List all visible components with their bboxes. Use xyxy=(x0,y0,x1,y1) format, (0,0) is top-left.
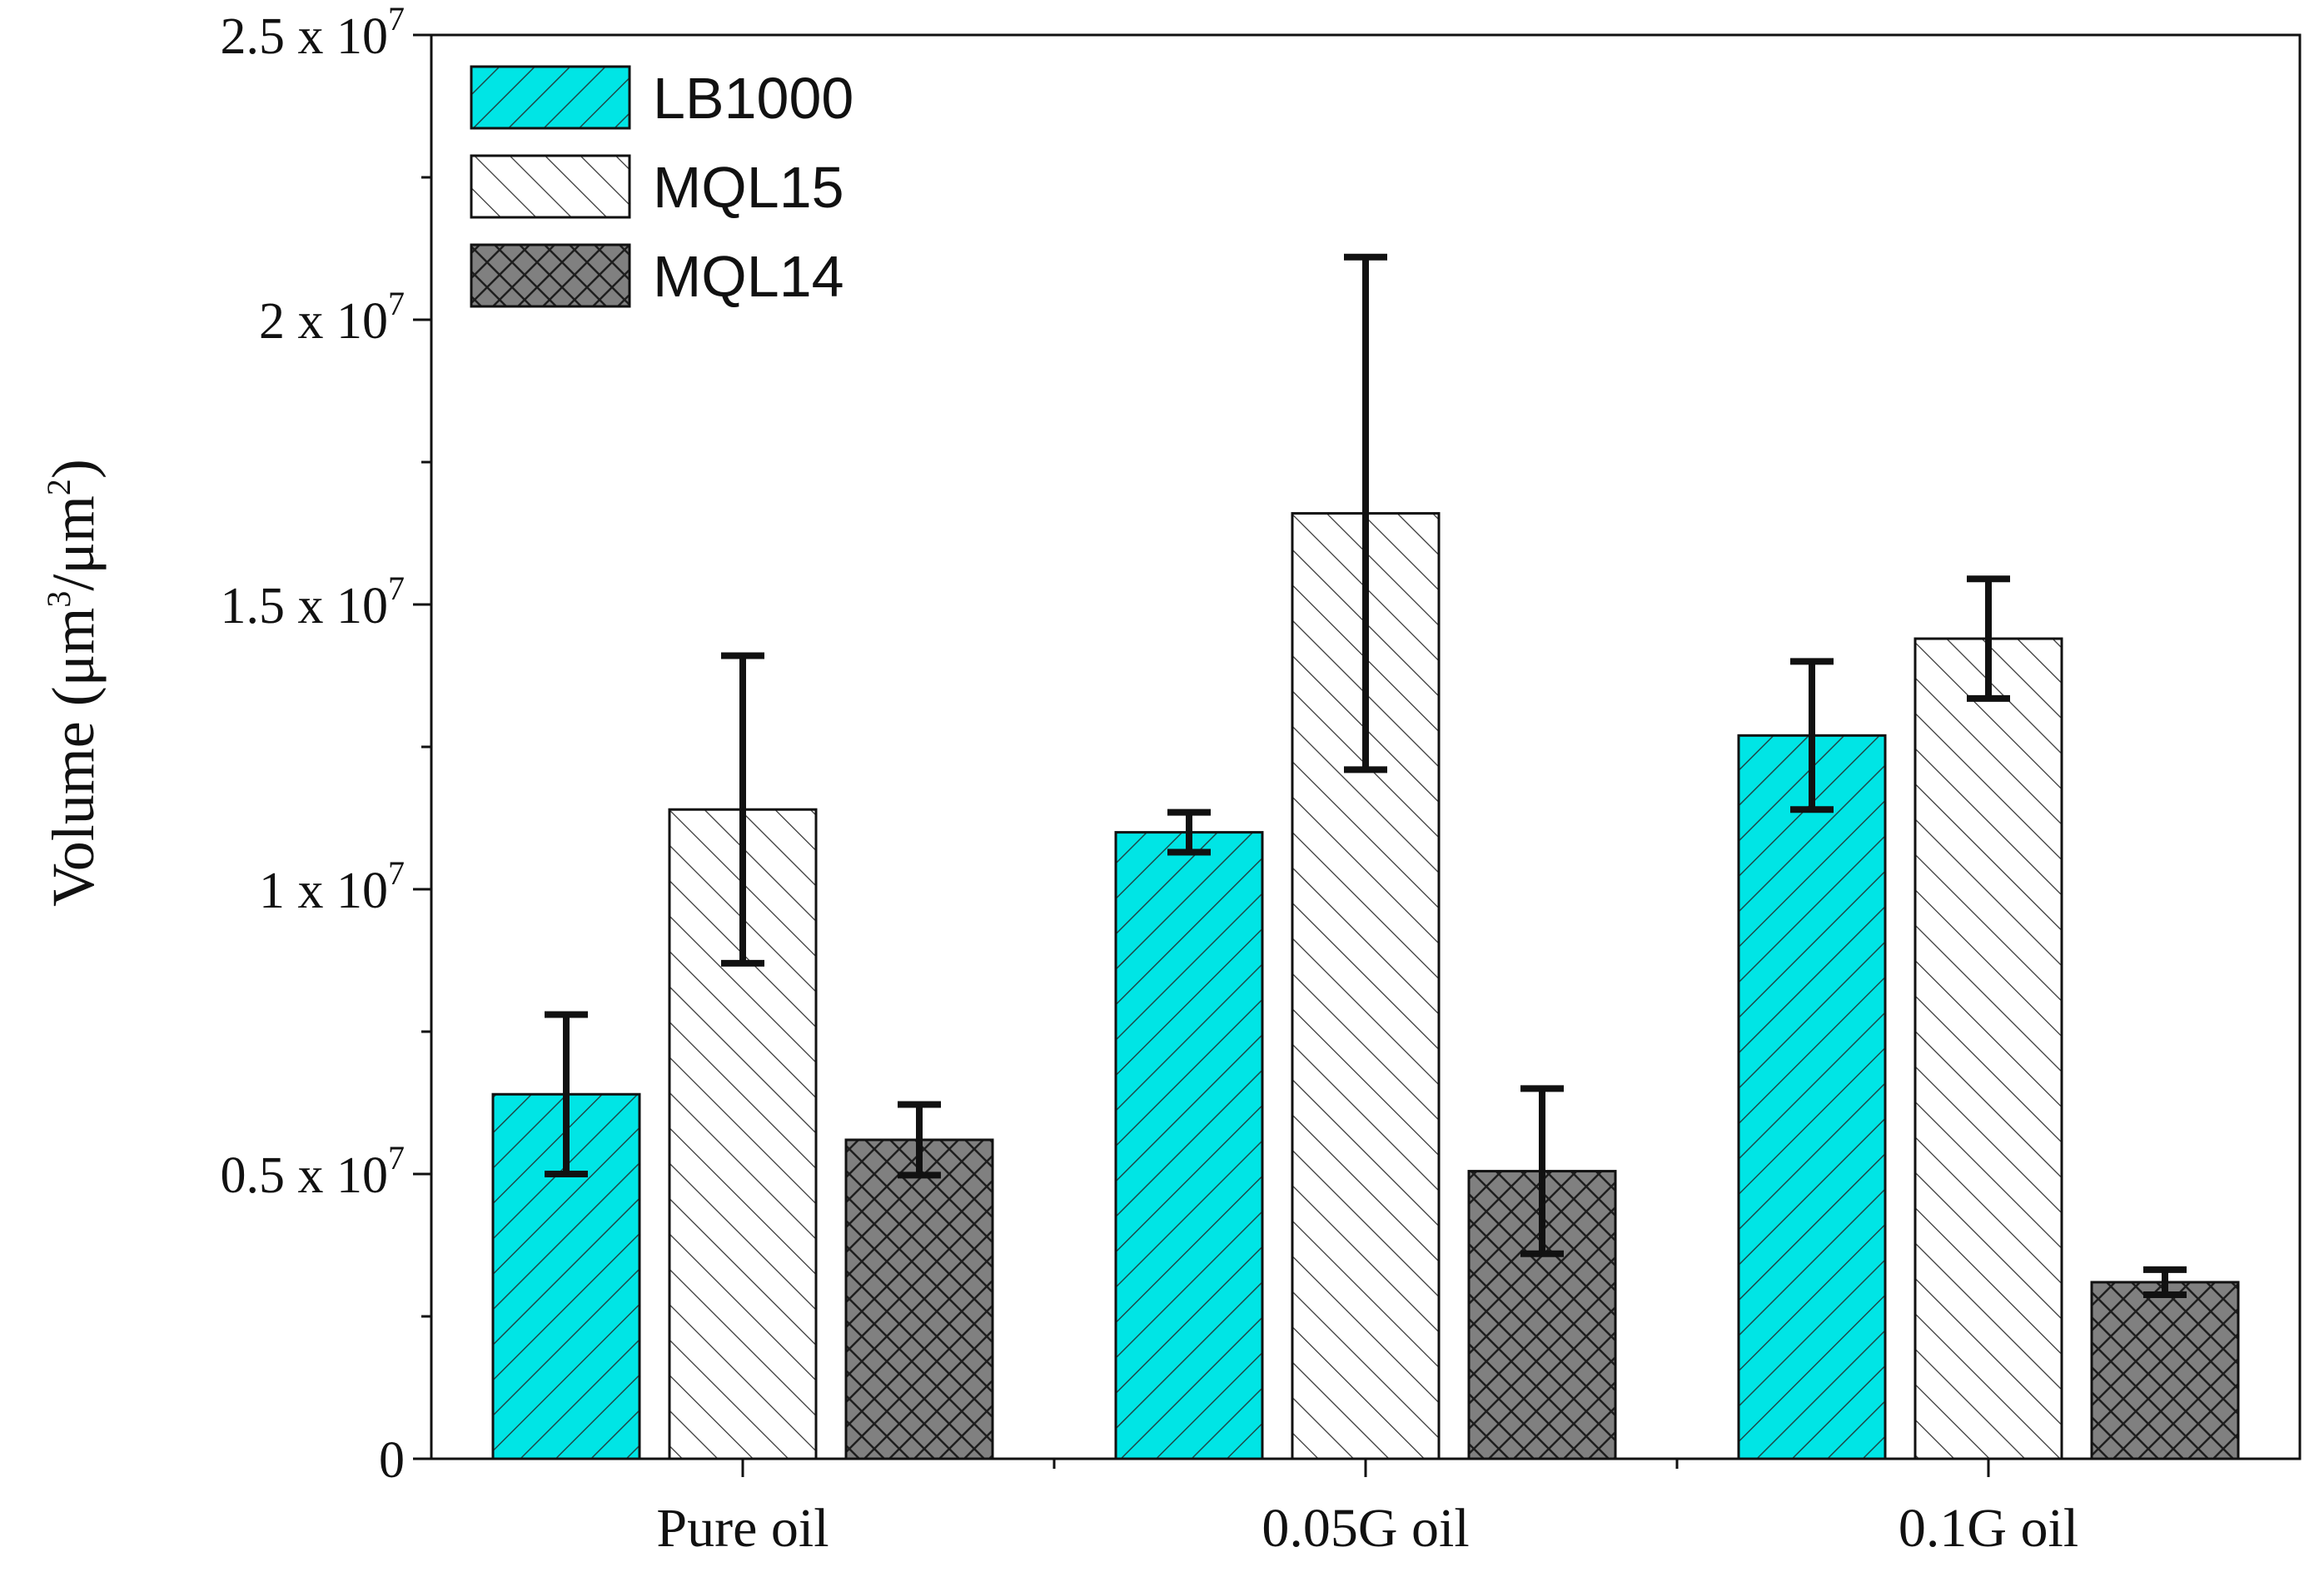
bar-lb1000-3 xyxy=(1737,734,1887,1460)
legend-swatch-mql15 xyxy=(470,154,631,219)
bar-mql14-3 xyxy=(2090,1281,2240,1460)
y-tick-label: 0 xyxy=(379,1432,405,1489)
y-tick-label: 1 x 107 xyxy=(259,854,405,919)
legend-swatch-mql14 xyxy=(470,243,631,308)
legend-swatch-lb1000 xyxy=(470,65,631,130)
y-axis-title: Volume (μm3/μm2) xyxy=(40,459,107,907)
legend-label-mql15: MQL15 xyxy=(653,155,844,220)
y-axis-ticks: 0 0.5 x 107 1 x 107 1.5 x 107 2 x 107 2.5 x 1… xyxy=(221,0,431,1489)
x-category-label: 0.05G oil xyxy=(1262,1498,1469,1559)
bar-lb1000-2 xyxy=(1114,831,1264,1460)
error-bars xyxy=(545,253,2187,1299)
y-tick-label: 0.5 x 107 xyxy=(221,1139,406,1204)
x-axis-ticks: Pure oil 0.05G oil 0.1G oil xyxy=(656,1459,2078,1559)
legend-label-lb1000: LB1000 xyxy=(653,66,853,131)
x-category-label: 0.1G oil xyxy=(1899,1498,2078,1559)
y-tick-label: 1.5 x 107 xyxy=(221,570,406,634)
y-tick-label: 2 x 107 xyxy=(259,285,405,350)
x-category-label: Pure oil xyxy=(656,1498,829,1559)
y-tick-label: 2.5 x 107 xyxy=(221,0,406,65)
bar-mql14-1 xyxy=(844,1138,994,1460)
legend: LB1000 MQL15 MQL14 xyxy=(470,65,853,309)
legend-label-mql14: MQL14 xyxy=(653,244,844,309)
bar-mql15-3 xyxy=(1913,637,2063,1460)
